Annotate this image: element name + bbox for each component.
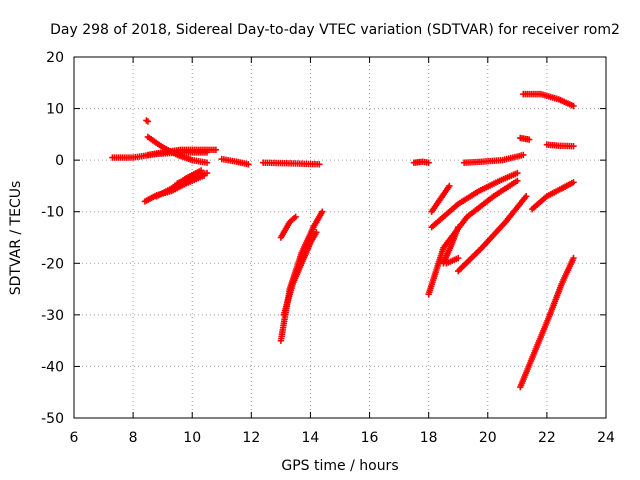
y-tick-label: 0 xyxy=(55,153,64,169)
y-tick-label: -40 xyxy=(41,359,64,375)
data-series-track xyxy=(410,158,432,166)
data-series-track xyxy=(517,134,533,143)
y-tick-label: -50 xyxy=(41,411,64,427)
data-point xyxy=(525,136,533,143)
x-tick-label: 18 xyxy=(420,430,438,446)
data-point xyxy=(425,159,432,166)
y-tick-label: 20 xyxy=(46,50,64,66)
data-series-track xyxy=(455,193,530,275)
x-tick-label: 6 xyxy=(70,430,79,446)
data-series-track xyxy=(144,133,211,166)
data-point xyxy=(455,254,462,262)
data-series-track xyxy=(259,159,323,168)
grid xyxy=(74,57,606,418)
y-tick-label: 10 xyxy=(46,102,64,118)
data-series-track xyxy=(425,177,521,298)
data-point xyxy=(212,146,220,154)
x-tick-label: 12 xyxy=(242,430,260,446)
x-axis-label: GPS time / hours xyxy=(281,458,398,474)
x-tick-label: 8 xyxy=(129,430,138,446)
data-series-track xyxy=(517,254,577,391)
data-series-track xyxy=(280,229,320,319)
data-point xyxy=(319,208,326,215)
x-tick-label: 16 xyxy=(361,430,379,446)
data-point xyxy=(313,229,320,236)
data-point xyxy=(514,169,521,177)
data-series-track xyxy=(428,169,521,231)
data-point xyxy=(514,177,521,184)
data-point xyxy=(570,102,577,110)
data-point xyxy=(446,182,453,190)
y-tick-label: -10 xyxy=(41,205,64,221)
data-series-track xyxy=(428,182,453,215)
data-series-track xyxy=(174,169,211,187)
data-series-track xyxy=(460,151,527,166)
x-tick-label: 22 xyxy=(538,430,556,446)
ticks: 6 8 10 12 14 16 18 20 22 24 20 10 0 -10 -20 -30 -40 -50 xyxy=(41,50,615,446)
data-point xyxy=(292,213,299,221)
x-tick-label: 14 xyxy=(302,430,320,446)
x-tick-label: 20 xyxy=(479,430,497,446)
data-series-track xyxy=(528,179,577,213)
data-point xyxy=(203,169,211,177)
data-point xyxy=(455,223,462,231)
x-tick-label: 24 xyxy=(597,430,615,446)
y-axis-label: SDTVAR / TECUs xyxy=(8,181,24,296)
plot-frame xyxy=(73,56,607,419)
data-point xyxy=(245,161,252,168)
data-point xyxy=(570,254,577,262)
x-tick-label: 10 xyxy=(183,430,201,446)
data-point xyxy=(203,159,211,166)
data-point xyxy=(523,193,530,200)
data-series-track xyxy=(277,213,299,241)
chart-title: Day 298 of 2018, Sidereal Day-to-day VTE… xyxy=(50,22,620,38)
data-point xyxy=(570,143,577,150)
data-series-track xyxy=(143,117,152,125)
y-tick-label: -30 xyxy=(41,308,64,324)
data-series-track xyxy=(218,155,252,168)
data-series-track xyxy=(443,254,462,267)
data-point xyxy=(520,151,527,159)
data-point xyxy=(143,117,150,124)
data-series-track xyxy=(543,141,577,150)
data-marks xyxy=(109,90,577,391)
y-tick-label: -20 xyxy=(41,256,64,272)
data-series-track xyxy=(520,90,577,110)
data-point xyxy=(316,161,323,168)
data-point xyxy=(570,179,577,186)
